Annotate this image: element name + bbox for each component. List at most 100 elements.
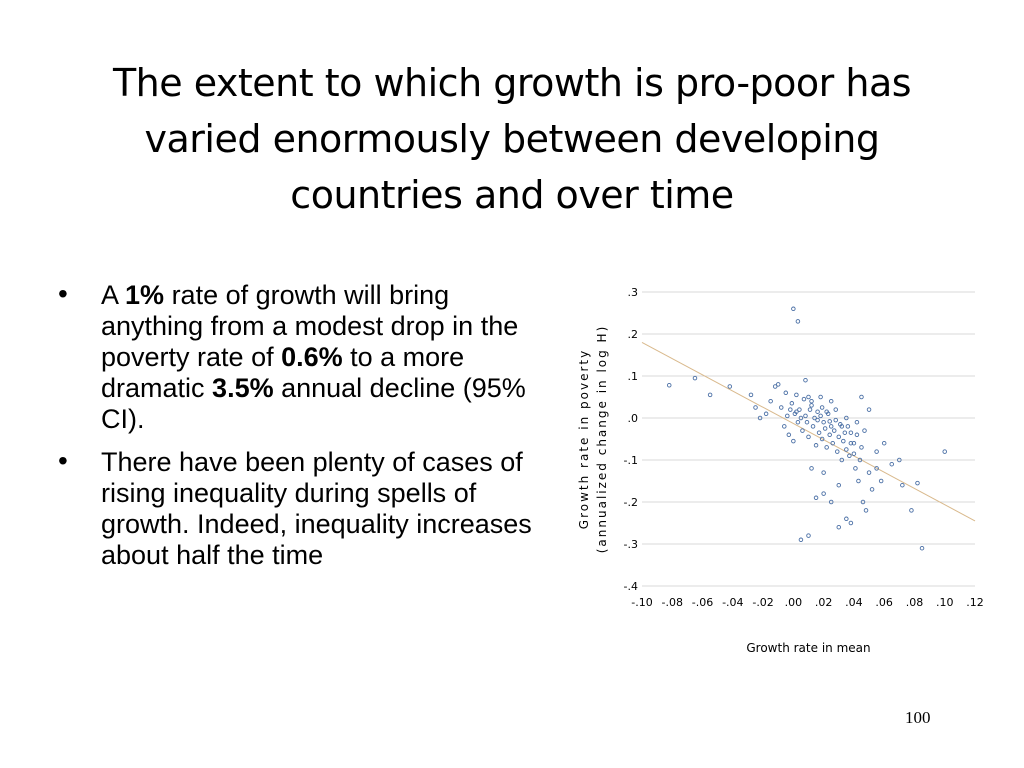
data-point <box>727 384 733 389</box>
data-point <box>815 417 820 423</box>
data-point <box>791 306 796 312</box>
data-point <box>869 487 875 492</box>
data-point <box>813 443 819 448</box>
slide-title: The extent to which growth is pro-poor h… <box>60 55 964 223</box>
bullet-item-inequality: • There have been plenty of cases of ris… <box>58 445 558 571</box>
x-tick-label: -.02 <box>752 596 773 609</box>
data-point <box>839 424 845 429</box>
data-point <box>775 382 781 387</box>
data-point <box>833 417 838 423</box>
data-point <box>839 457 845 463</box>
data-point <box>824 445 829 450</box>
y-axis-label: (annualized change in log H) <box>595 325 609 554</box>
data-point <box>707 392 713 398</box>
data-point <box>785 413 790 419</box>
data-point <box>806 533 811 538</box>
title-line-2: varied enormously between developing <box>144 117 880 161</box>
data-point <box>783 390 789 396</box>
bullet-item-growth-poverty: • A 1% rate of growth will bring anythin… <box>58 278 558 435</box>
data-point <box>772 384 778 389</box>
data-point <box>854 432 860 438</box>
data-point <box>828 424 834 429</box>
data-point <box>789 401 795 406</box>
x-tick-label: -.08 <box>662 596 683 609</box>
data-point <box>692 375 698 381</box>
x-axis-label: Growth rate in mean <box>746 641 870 655</box>
data-point <box>848 430 854 435</box>
data-point <box>841 438 846 444</box>
page-number: 100 <box>905 708 931 727</box>
data-point <box>897 457 902 463</box>
data-point <box>836 434 842 440</box>
title-line-1: The extent to which growth is pro-poor h… <box>112 61 912 105</box>
data-point <box>878 478 884 484</box>
bullet1-bold-3: 3.5% <box>212 373 274 403</box>
x-tick-label: .10 <box>936 596 954 609</box>
data-point <box>836 482 842 488</box>
data-point <box>804 419 810 425</box>
data-point <box>821 491 826 496</box>
data-point <box>795 419 801 425</box>
data-point <box>809 403 814 408</box>
x-tick-label: .12 <box>966 596 984 609</box>
x-tick-label: .02 <box>815 596 833 609</box>
data-point <box>748 392 754 398</box>
data-point <box>757 415 763 421</box>
x-tick-label: .00 <box>785 596 803 609</box>
data-point <box>806 394 811 400</box>
data-point <box>801 396 807 402</box>
y-tick-label: -.4 <box>624 580 638 593</box>
data-point <box>900 482 905 488</box>
data-point <box>763 411 769 417</box>
data-point <box>798 415 804 421</box>
data-point <box>830 440 835 446</box>
data-point <box>809 466 814 471</box>
y-tick-label: -.2 <box>624 496 638 509</box>
data-point <box>848 440 854 446</box>
data-point <box>798 537 804 543</box>
y-tick-label: -.1 <box>624 454 638 467</box>
bullet1-bold-2: 0.6% <box>281 342 343 372</box>
trend-line <box>641 341 976 522</box>
data-point <box>866 407 872 412</box>
scatter-chart: .3 .2 .1 .0 -.1 -.2 -.3 -.4 -.10 -.08 -.06 -.04 -.02… <box>577 286 984 655</box>
data-point <box>794 392 799 398</box>
y-tick-label: .1 <box>628 370 639 383</box>
data-point <box>828 499 834 505</box>
data-point <box>881 440 887 446</box>
y-axis-label: Growth rate in poverty <box>577 349 591 529</box>
data-point <box>844 516 849 522</box>
data-point <box>844 447 849 452</box>
data-point <box>810 424 816 429</box>
x-tick-label: -.04 <box>722 596 743 609</box>
bullet1-text-3: to a more dramatic <box>101 342 465 403</box>
data-point <box>821 470 826 475</box>
x-tick-label: -.06 <box>692 596 713 609</box>
data-point <box>857 457 863 463</box>
data-point <box>782 424 787 429</box>
data-point <box>848 520 854 526</box>
data-point <box>889 461 895 467</box>
data-point <box>779 405 784 410</box>
data-point <box>827 419 832 424</box>
bullet1-text-2: rate of growth will bring anything from … <box>101 280 519 372</box>
data-point <box>919 545 925 551</box>
data-point <box>803 413 808 419</box>
data-point <box>942 449 947 454</box>
data-point <box>819 405 825 410</box>
data-point <box>819 436 825 442</box>
data-point <box>795 319 801 324</box>
data-point <box>851 451 857 456</box>
data-point <box>813 495 819 501</box>
data-point <box>874 449 879 454</box>
data-point <box>800 428 805 433</box>
data-point <box>842 430 848 435</box>
data-point <box>788 407 793 412</box>
data-point <box>807 407 813 412</box>
data-point <box>816 430 822 435</box>
data-point <box>794 409 799 414</box>
data-point <box>835 449 840 454</box>
data-point <box>803 377 808 383</box>
data-point <box>791 438 796 444</box>
y-tick-label: .0 <box>628 412 639 425</box>
